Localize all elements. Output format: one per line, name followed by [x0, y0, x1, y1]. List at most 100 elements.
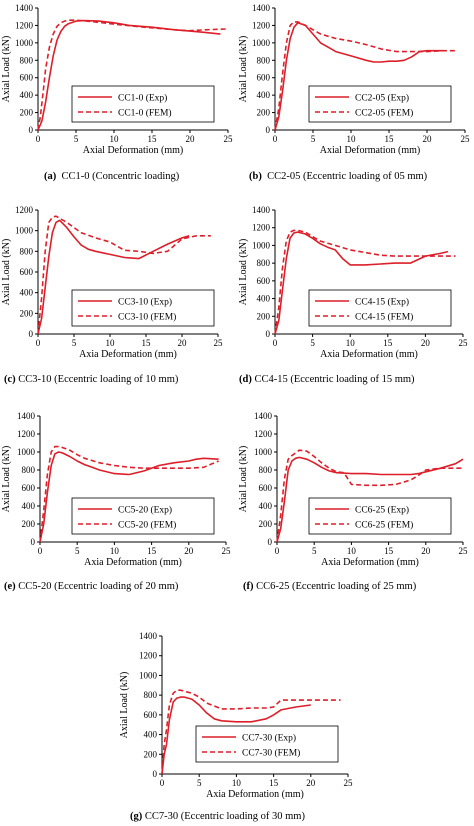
y-tick-label: 1000: [15, 226, 34, 236]
legend-label: CC7-30 (Exp): [242, 733, 296, 744]
y-axis-label: Axial Load (kN): [238, 446, 249, 513]
y-tick-label: 600: [20, 73, 34, 83]
fem-series-line: [274, 229, 456, 335]
x-tick-label: 15: [148, 134, 158, 144]
caption-text: CC2-05 (Eccentric loading of 05 mm): [267, 171, 428, 182]
y-tick-label: 200: [259, 519, 273, 529]
y-tick-label: 1200: [252, 223, 271, 233]
chart-panel-cc6-25: 0 5 10 15 20 25 0 200 400 600 800 1000 1200 1400 Axia …: [237, 408, 474, 596]
x-tick-label: 15: [383, 338, 393, 348]
x-axis-label: Axia Deformation (mm): [84, 557, 182, 568]
y-axis-label: Axial Load (kN): [1, 446, 12, 513]
y-axis-label: Axial Load (kN): [238, 239, 249, 306]
legend-label: CC1-0 (Exp): [118, 93, 167, 104]
y-tick-label: 0: [29, 329, 34, 339]
caption-id: (e): [4, 581, 16, 592]
legend: CC4-15 (Exp) CC4-15 (FEM): [308, 289, 452, 327]
x-tick-label: 0: [273, 134, 278, 144]
chart-caption: (c) CC3-10 (Eccentric loading of 10 mm): [4, 374, 178, 385]
y-tick-label: 600: [22, 483, 36, 493]
y-tick-label: 400: [257, 294, 271, 304]
axes: 0 5 10 15 20 25 0 200 400 600 800 1000 1200 1400: [252, 205, 468, 348]
y-tick-label: 1400: [15, 3, 34, 13]
chart-svg: 0 5 10 15 20 25 0 200 400 600 800 1000 1200 1400 Axial…: [1, 3, 233, 156]
legend-label: CC3-10 (FEM): [118, 312, 176, 323]
y-tick-label: 200: [22, 519, 36, 529]
y-tick-label: 400: [20, 288, 34, 298]
y-tick-label: 1400: [139, 631, 158, 641]
x-tick-label: 5: [310, 338, 315, 348]
legend-label: CC1-0 (FEM): [118, 108, 172, 119]
legend-label: CC6-25 (Exp): [355, 505, 409, 516]
chart-caption: (g) CC7-30 (Eccentric loading of 30 mm): [130, 811, 305, 822]
caption-id: (g): [130, 811, 143, 822]
x-tick-label: 20: [423, 134, 433, 144]
x-tick-label: 15: [385, 134, 395, 144]
y-axis-label: Axial Load (kN): [1, 36, 12, 103]
x-tick-label: 0: [38, 546, 43, 556]
y-tick-label: 800: [144, 690, 158, 700]
caption-id: (c): [4, 374, 16, 385]
legend-box: [308, 289, 452, 327]
y-tick-label: 1200: [17, 429, 36, 439]
y-tick-label: 1000: [17, 447, 36, 457]
y-tick-label: 600: [257, 73, 271, 83]
legend: CC6-25 (Exp) CC6-25 (FEM): [308, 497, 452, 535]
y-tick-label: 1000: [15, 38, 34, 48]
axes: 0 5 10 15 20 25 0 200 400 600 800 1000 1200: [15, 205, 223, 348]
caption-text: CC6-25 (Eccentric loading of 25 mm): [256, 581, 417, 592]
y-tick-label: 400: [257, 90, 271, 100]
y-tick-label: 1000: [252, 240, 271, 250]
caption-text: CC7-30 (Eccentric loading of 30 mm): [144, 811, 305, 822]
legend: CC1-0 (Exp) CC1-0 (FEM): [71, 85, 215, 123]
chart-panel-cc1-0: 0 5 10 15 20 25 0 200 400 600 800 1000 1200 1400 Axial…: [0, 0, 237, 188]
y-tick-label: 800: [22, 465, 36, 475]
y-tick-label: 1000: [139, 670, 158, 680]
x-tick-label: 25: [461, 134, 471, 144]
legend-label: CC4-15 (Exp): [355, 297, 409, 308]
legend-label: CC2-05 (FEM): [355, 108, 413, 119]
x-tick-label: 5: [311, 134, 316, 144]
x-tick-label: 15: [384, 546, 394, 556]
caption-id: (a): [44, 171, 57, 182]
y-tick-label: 1200: [15, 20, 34, 30]
x-tick-label: 0: [36, 134, 41, 144]
chart-panel-cc3-10: 0 5 10 15 20 25 0 200 400 600 800 1000 1200 Axia Defo…: [0, 202, 237, 390]
legend-box: [308, 497, 452, 535]
y-tick-label: 800: [20, 55, 34, 65]
axes: 0 5 10 15 20 25 0 200 400 600 800 1000 1200 1400: [15, 3, 233, 144]
chart-panel-cc4-15: 0 5 10 15 20 25 0 200 400 600 800 1000 1200 1400 Axia …: [237, 202, 474, 390]
chart-svg: 0 5 10 15 20 25 0 200 400 600 800 1000 1200 1400 Axia …: [1, 411, 231, 568]
y-tick-label: 800: [259, 465, 273, 475]
axes: 0 5 10 15 20 25 0 200 400 600 800 1000 1200 1400: [17, 411, 231, 556]
y-tick-label: 0: [268, 537, 273, 547]
x-tick-label: 25: [224, 134, 234, 144]
caption-text: CC1-0 (Concentric loading): [61, 171, 180, 182]
fem-series-line: [39, 445, 219, 543]
y-tick-label: 1200: [139, 651, 158, 661]
y-tick-label: 1200: [254, 429, 273, 439]
fem-series-line: [161, 689, 341, 775]
x-axis-label: Axia Deformation (mm): [320, 349, 418, 360]
caption-id: (d): [239, 374, 252, 385]
x-tick-label: 25: [459, 546, 469, 556]
chart-svg: 0 5 10 15 20 25 0 200 400 600 800 1000 1200 Axia Defo…: [1, 205, 223, 360]
legend-box: [195, 725, 339, 763]
x-tick-label: 20: [421, 338, 431, 348]
x-tick-label: 10: [347, 546, 357, 556]
y-tick-label: 600: [20, 267, 34, 277]
y-tick-label: 800: [20, 246, 34, 256]
x-tick-label: 20: [421, 546, 431, 556]
y-axis-label: Axial Load (kN): [238, 36, 249, 103]
x-axis-label: Axial Deformation (mm): [83, 145, 184, 156]
x-tick-label: 15: [142, 338, 152, 348]
caption-text: CC4-15 (Eccentric loading of 15 mm): [254, 374, 415, 385]
y-tick-label: 600: [257, 276, 271, 286]
x-tick-label: 15: [269, 778, 279, 788]
fem-series-line: [37, 215, 211, 335]
y-tick-label: 200: [144, 749, 158, 759]
x-tick-label: 0: [160, 778, 165, 788]
exp-series-line: [161, 696, 311, 775]
legend: CC3-10 (Exp) CC3-10 (FEM): [71, 289, 215, 327]
legend-box: [308, 85, 452, 123]
